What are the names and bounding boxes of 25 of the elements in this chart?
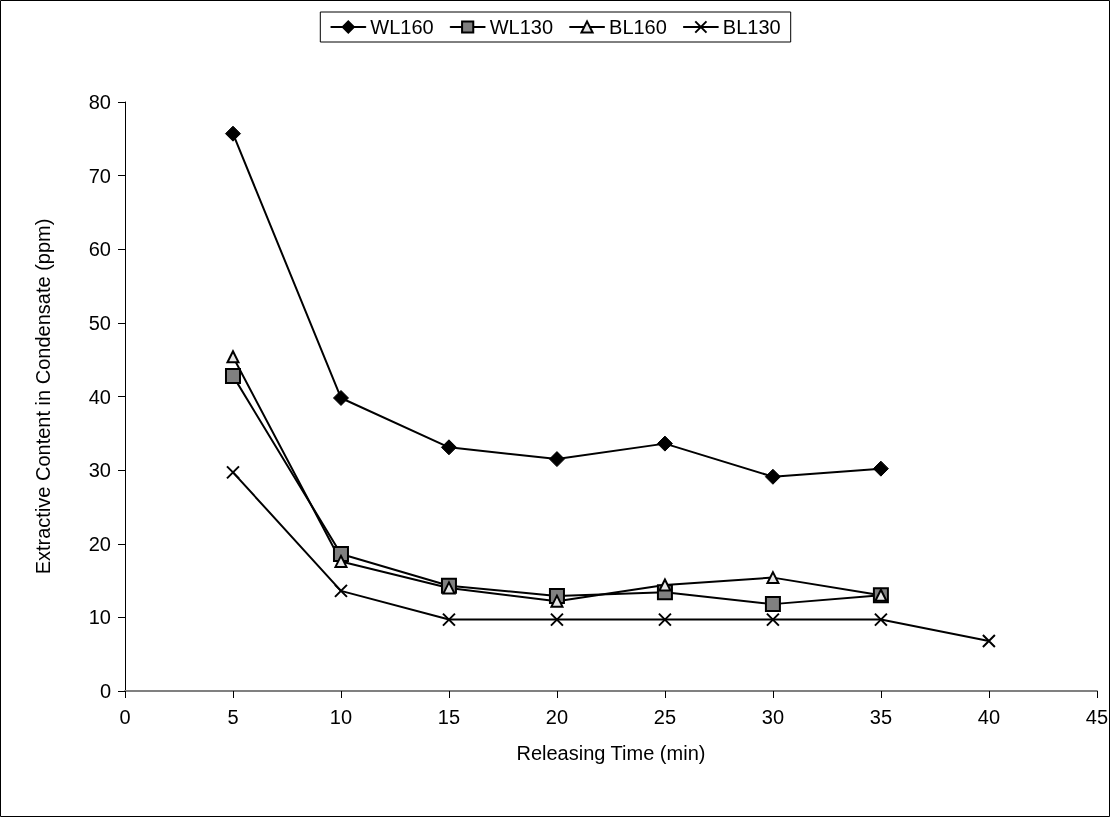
- legend-label: BL130: [722, 16, 781, 38]
- y-tick-label: 40: [88, 385, 111, 408]
- y-tick-label: 20: [88, 532, 111, 555]
- x-tick-label: 10: [329, 706, 353, 728]
- y-tick-label: 0: [99, 680, 111, 702]
- x-axis-title: Releasing Time (min): [516, 742, 706, 764]
- x-tick-label: 45: [1085, 706, 1108, 728]
- y-tick-label: 50: [88, 311, 111, 334]
- x-tick-label: 15: [437, 706, 461, 728]
- x-tick-label: 25: [653, 706, 677, 728]
- x-tick-label: 30: [761, 706, 785, 728]
- y-tick-label: 10: [88, 606, 111, 629]
- x-tick-label: 40: [977, 706, 1001, 728]
- x-tick-label: 0: [119, 706, 131, 728]
- legend-label: BL160: [609, 16, 667, 38]
- x-tick-label: 20: [545, 706, 569, 728]
- y-axis-title: Extractive Content in Condensate (ppm): [32, 218, 54, 575]
- y-tick-label: 30: [88, 459, 111, 482]
- x-tick-label: 5: [227, 706, 239, 728]
- y-tick-label: 70: [88, 164, 111, 187]
- y-tick-label: 80: [88, 91, 111, 113]
- y-tick-label: 60: [88, 238, 111, 261]
- x-tick-label: 35: [869, 706, 893, 728]
- legend-label: WL160: [370, 16, 434, 38]
- legend-label: WL130: [489, 16, 554, 38]
